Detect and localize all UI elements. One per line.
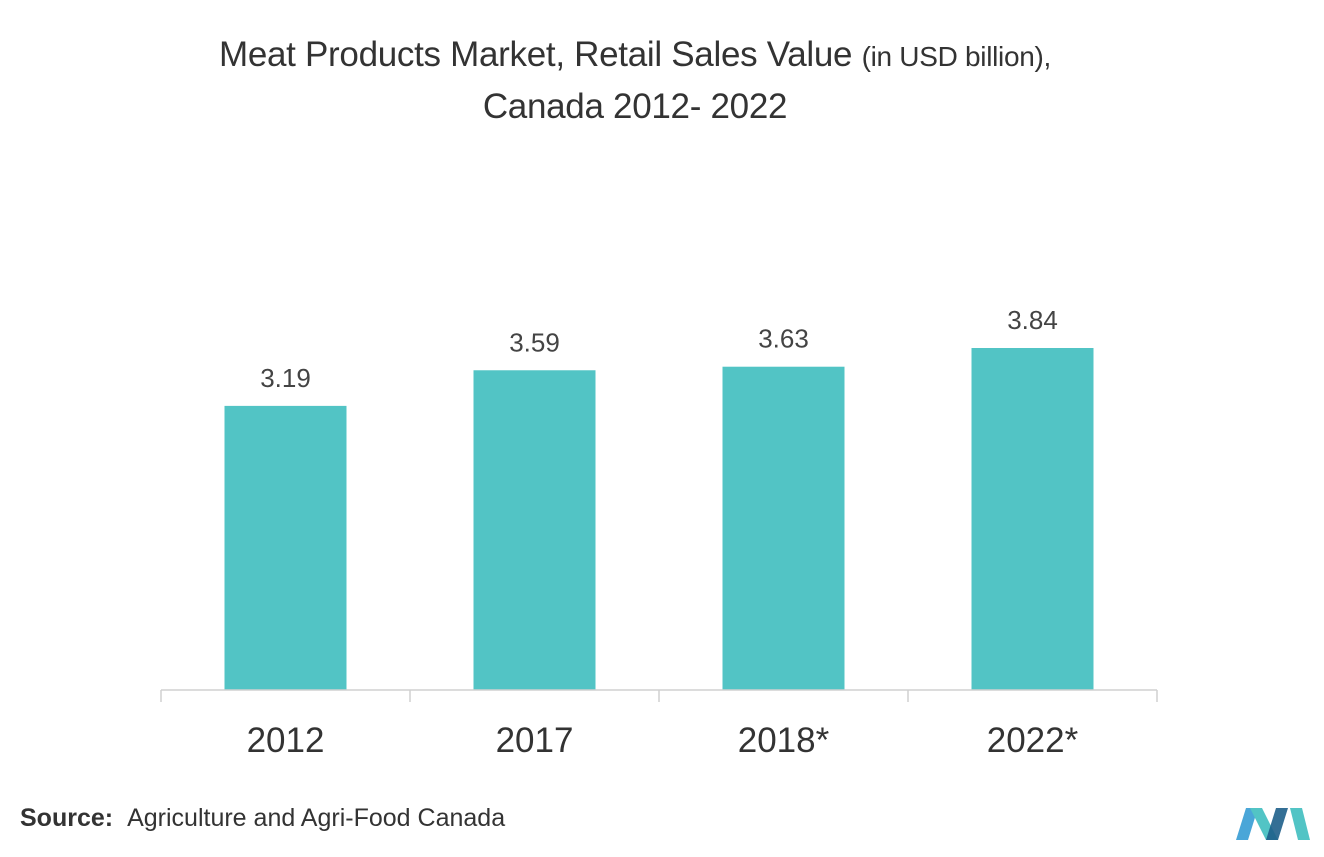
chart-title: Meat Products Market, Retail Sales Value… bbox=[0, 30, 1270, 132]
data-label: 3.63 bbox=[758, 324, 809, 354]
mordor-intelligence-logo-icon bbox=[1236, 808, 1310, 840]
source-text: Agriculture and Agri-Food Canada bbox=[127, 804, 506, 832]
bar-2018-est bbox=[722, 366, 845, 690]
x-tick-label: 2018* bbox=[738, 721, 830, 760]
bar-chart: 3.19 2012 3.59 2017 3.63 2018* 3.84 2022* bbox=[160, 305, 1158, 760]
x-tick-label: 2012 bbox=[247, 721, 325, 760]
data-label: 3.84 bbox=[1007, 305, 1058, 335]
chart-title-line2: Canada 2012- 2022 bbox=[482, 87, 788, 126]
bar-2022-est bbox=[971, 348, 1094, 690]
x-tick-label: 2017 bbox=[496, 721, 574, 760]
chart-title-main: Meat Products Market, Retail Sales Value bbox=[218, 35, 853, 74]
chart-title-line1: Meat Products Market, Retail Sales Value… bbox=[0, 30, 1270, 82]
source-note: Source: Agriculture and Agri-Food Canada bbox=[20, 804, 505, 833]
bar-2017 bbox=[473, 370, 596, 690]
bar-2012 bbox=[224, 405, 347, 690]
source-label: Source: bbox=[20, 804, 114, 832]
x-tick-label: 2022* bbox=[987, 721, 1079, 760]
data-label: 3.59 bbox=[509, 327, 560, 357]
chart-title-unit: (in USD billion), bbox=[861, 41, 1052, 72]
data-label: 3.19 bbox=[260, 363, 311, 393]
